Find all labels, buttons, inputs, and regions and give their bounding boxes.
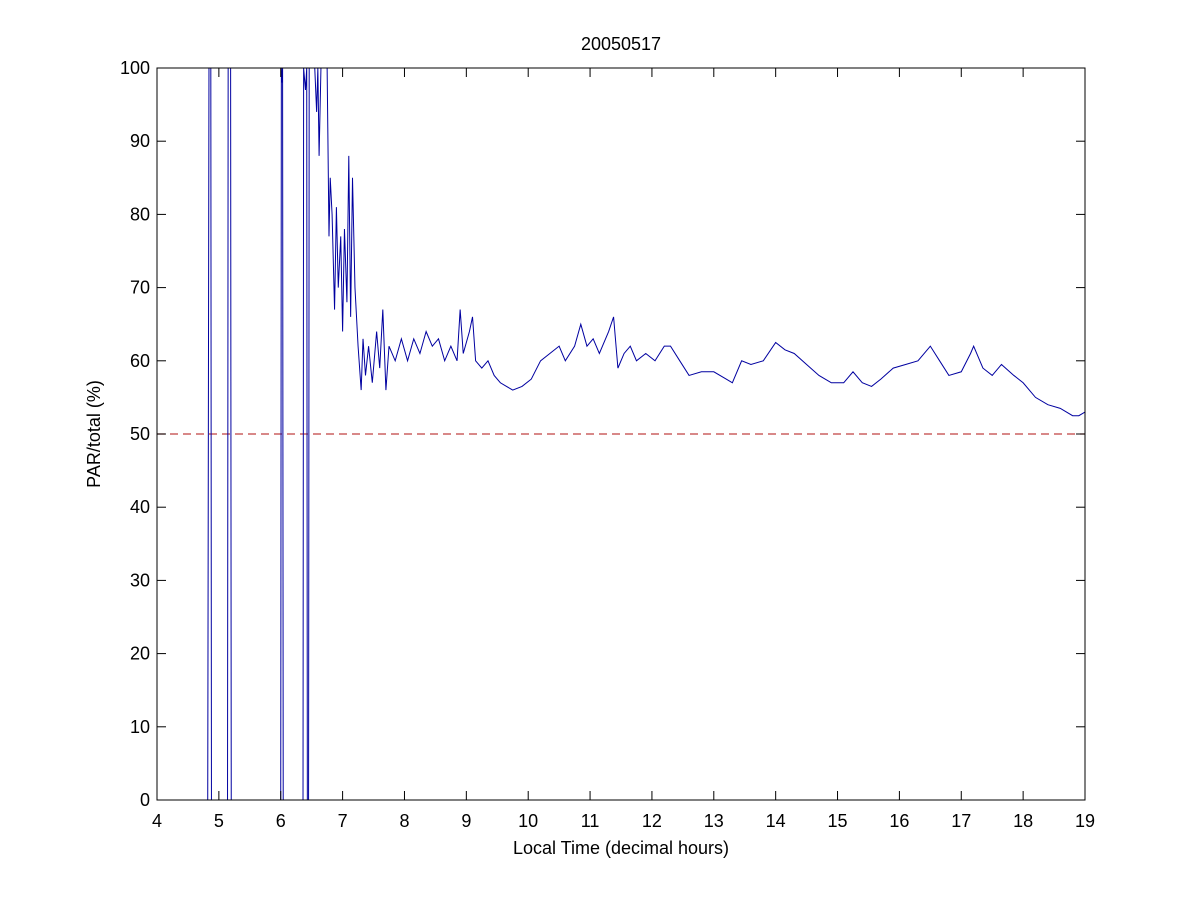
x-tick-label: 10 (518, 811, 538, 831)
y-tick-label: 70 (130, 278, 150, 298)
x-tick-label: 16 (889, 811, 909, 831)
x-tick-label: 4 (152, 811, 162, 831)
x-tick-label: 5 (214, 811, 224, 831)
x-tick-label: 18 (1013, 811, 1033, 831)
x-tick-label: 11 (581, 811, 600, 831)
x-tick-label: 15 (828, 811, 848, 831)
y-tick-label: 40 (130, 497, 150, 517)
x-tick-label: 7 (338, 811, 348, 831)
x-tick-label: 13 (704, 811, 724, 831)
y-tick-label: 60 (130, 351, 150, 371)
x-tick-label: 9 (461, 811, 471, 831)
chart-title: 20050517 (581, 34, 661, 54)
data-line (207, 68, 1085, 800)
y-tick-label: 50 (130, 424, 150, 444)
plot-area (157, 68, 1085, 800)
x-tick-label: 8 (399, 811, 409, 831)
x-axis-label: Local Time (decimal hours) (513, 838, 729, 858)
x-tick-label: 19 (1075, 811, 1095, 831)
y-axis-label: PAR/total (%) (84, 380, 104, 488)
x-tick-label: 6 (276, 811, 286, 831)
x-tick-label: 14 (766, 811, 786, 831)
y-tick-label: 100 (120, 58, 150, 78)
y-tick-label: 0 (140, 790, 150, 810)
x-tick-label: 17 (951, 811, 971, 831)
y-tick-label: 20 (130, 644, 150, 664)
x-tick-label: 12 (642, 811, 662, 831)
y-tick-label: 90 (130, 131, 150, 151)
y-tick-label: 10 (130, 717, 150, 737)
y-tick-label: 30 (130, 570, 150, 590)
y-tick-label: 80 (130, 204, 150, 224)
